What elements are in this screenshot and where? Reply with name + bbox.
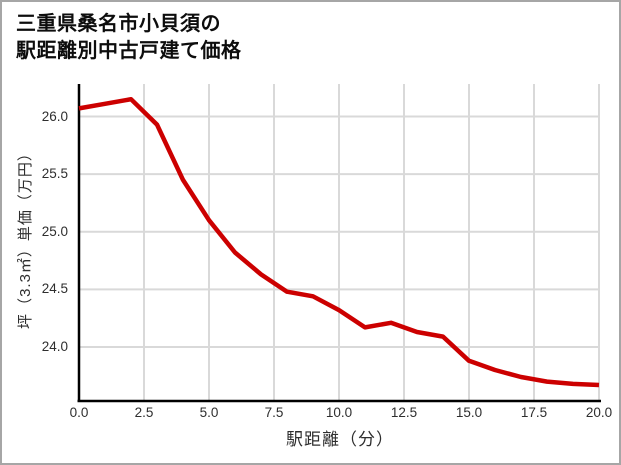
chart-title-line2: 駅距離別中古戸建て価格	[16, 40, 242, 62]
y-axis-title: 坪（3.3㎡）単価（万円）	[17, 145, 34, 329]
horizontal-gridlines	[79, 115, 599, 348]
x-tick-label-17.5: 17.5	[520, 405, 548, 420]
y-tick-label-25.0: 25.0	[41, 223, 68, 239]
x-tick-label-5.0: 5.0	[199, 405, 219, 420]
x-tick-label-12.5: 12.5	[390, 405, 418, 420]
chart-title-line1: 三重県桑名市小貝須の	[16, 13, 221, 35]
x-axis-title: 駅距離（分）	[286, 430, 394, 449]
y-tick-label-24.5: 24.5	[41, 281, 68, 297]
y-tick-label-26.0: 26.0	[41, 108, 68, 124]
vertical-gridlines	[78, 84, 600, 401]
x-tick-label-2.5: 2.5	[134, 405, 154, 420]
x-tick-label-7.5: 7.5	[264, 405, 284, 420]
axes	[77, 84, 601, 403]
x-tick-label-0.0: 0.0	[69, 405, 89, 420]
chart-title: 三重県桑名市小貝須の 駅距離別中古戸建て価格	[16, 11, 242, 65]
x-tick-label-20.0: 20.0	[585, 405, 613, 420]
x-tick-label-10.0: 10.0	[325, 405, 353, 420]
x-tick-label-15.0: 15.0	[455, 405, 483, 420]
y-tick-label-24.0: 24.0	[41, 339, 68, 354]
price-line-series	[78, 96, 600, 388]
y-tick-label-25.5: 25.5	[41, 166, 68, 182]
